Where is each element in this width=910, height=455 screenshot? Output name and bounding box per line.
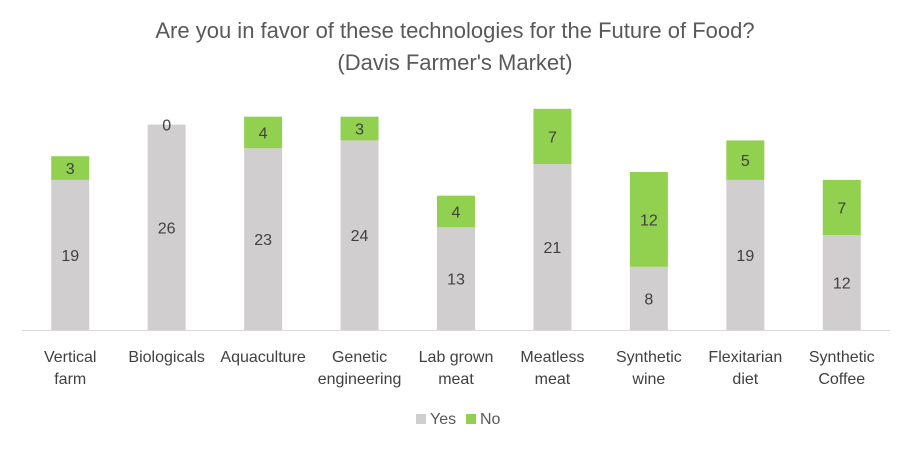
- category-label-3-line-1: Genetic: [332, 349, 387, 366]
- value-label-yes-3: 24: [351, 228, 369, 245]
- category-label-8-line-2: Coffee: [818, 371, 865, 388]
- value-label-no-2: 4: [259, 126, 268, 143]
- category-label-6-line-2: wine: [631, 371, 665, 388]
- category-label-5-line-2: meat: [535, 371, 571, 388]
- legend-swatch-no: [466, 414, 476, 424]
- legend-swatch-yes: [416, 414, 426, 424]
- value-label-no-8: 7: [837, 201, 846, 218]
- bar-no-4: [437, 195, 475, 228]
- bar-yes-3: [340, 140, 379, 330]
- category-label-0-line-2: farm: [54, 371, 86, 388]
- bars-group: 19 3 26 0 23 4 24 3 13 4 21 7 8 12 19 5 12 7: [51, 108, 861, 330]
- value-label-no-7: 5: [741, 153, 750, 170]
- value-label-no-6: 12: [640, 212, 658, 229]
- bar-yes-1: [147, 124, 186, 330]
- bar-no-0: [51, 156, 90, 180]
- bar-yes-5: [533, 164, 572, 330]
- bar-yes-8: [822, 235, 861, 330]
- category-label-3-line-2: engineering: [318, 371, 402, 388]
- category-label-4-line-1: Lab grown: [419, 349, 494, 366]
- bar-no-2: [244, 116, 283, 149]
- category-label-6-line-1: Synthetic: [616, 349, 682, 366]
- bar-no-8: [822, 179, 861, 236]
- bar-yes-6: [629, 266, 668, 330]
- value-label-yes-6: 8: [644, 291, 653, 308]
- legend: Yes No: [416, 411, 501, 428]
- value-label-yes-1: 26: [158, 220, 176, 237]
- category-label-8-line-1: Synthetic: [809, 349, 875, 366]
- bar-yes-0: [51, 179, 90, 330]
- bar-no-6: [629, 172, 668, 267]
- value-label-no-5: 7: [548, 129, 557, 146]
- value-label-yes-8: 12: [833, 276, 851, 293]
- bar-no-3: [340, 116, 379, 141]
- legend-label-yes: Yes: [430, 411, 456, 428]
- bar-yes-2: [244, 148, 283, 330]
- category-label-7-line-2: diet: [732, 371, 758, 388]
- bar-yes-7: [726, 179, 765, 330]
- category-label-1: Biologicals: [128, 349, 204, 366]
- chart-title: Are you in favor of these technologies f…: [155, 18, 754, 75]
- bar-yes-4: [437, 227, 475, 330]
- category-label-5-line-1: Meatless: [520, 349, 584, 366]
- value-label-no-0: 3: [66, 161, 75, 178]
- value-label-yes-2: 23: [254, 232, 272, 249]
- value-label-no-4: 4: [452, 205, 461, 222]
- category-label-0-line-1: Vertical: [44, 349, 96, 366]
- category-label-2: Aquaculture: [220, 349, 305, 366]
- value-label-yes-0: 19: [61, 248, 79, 265]
- value-label-yes-4: 13: [447, 272, 465, 289]
- bar-no-5: [533, 108, 572, 165]
- value-label-yes-7: 19: [736, 248, 754, 265]
- value-label-no-1: 0: [162, 118, 171, 135]
- legend-label-no: No: [480, 411, 501, 428]
- chart-title-line-1: Are you in favor of these technologies f…: [155, 18, 754, 43]
- category-label-7-line-1: Flexitarian: [708, 349, 782, 366]
- value-label-yes-5: 21: [544, 240, 562, 257]
- bar-no-7: [726, 140, 765, 180]
- category-label-4-line-2: meat: [438, 371, 474, 388]
- category-labels: Vertical farm Biologicals Aquaculture Geneti…: [44, 349, 875, 388]
- chart-title-line-2: (Davis Farmer's Market): [337, 50, 572, 75]
- value-label-no-3: 3: [355, 122, 364, 139]
